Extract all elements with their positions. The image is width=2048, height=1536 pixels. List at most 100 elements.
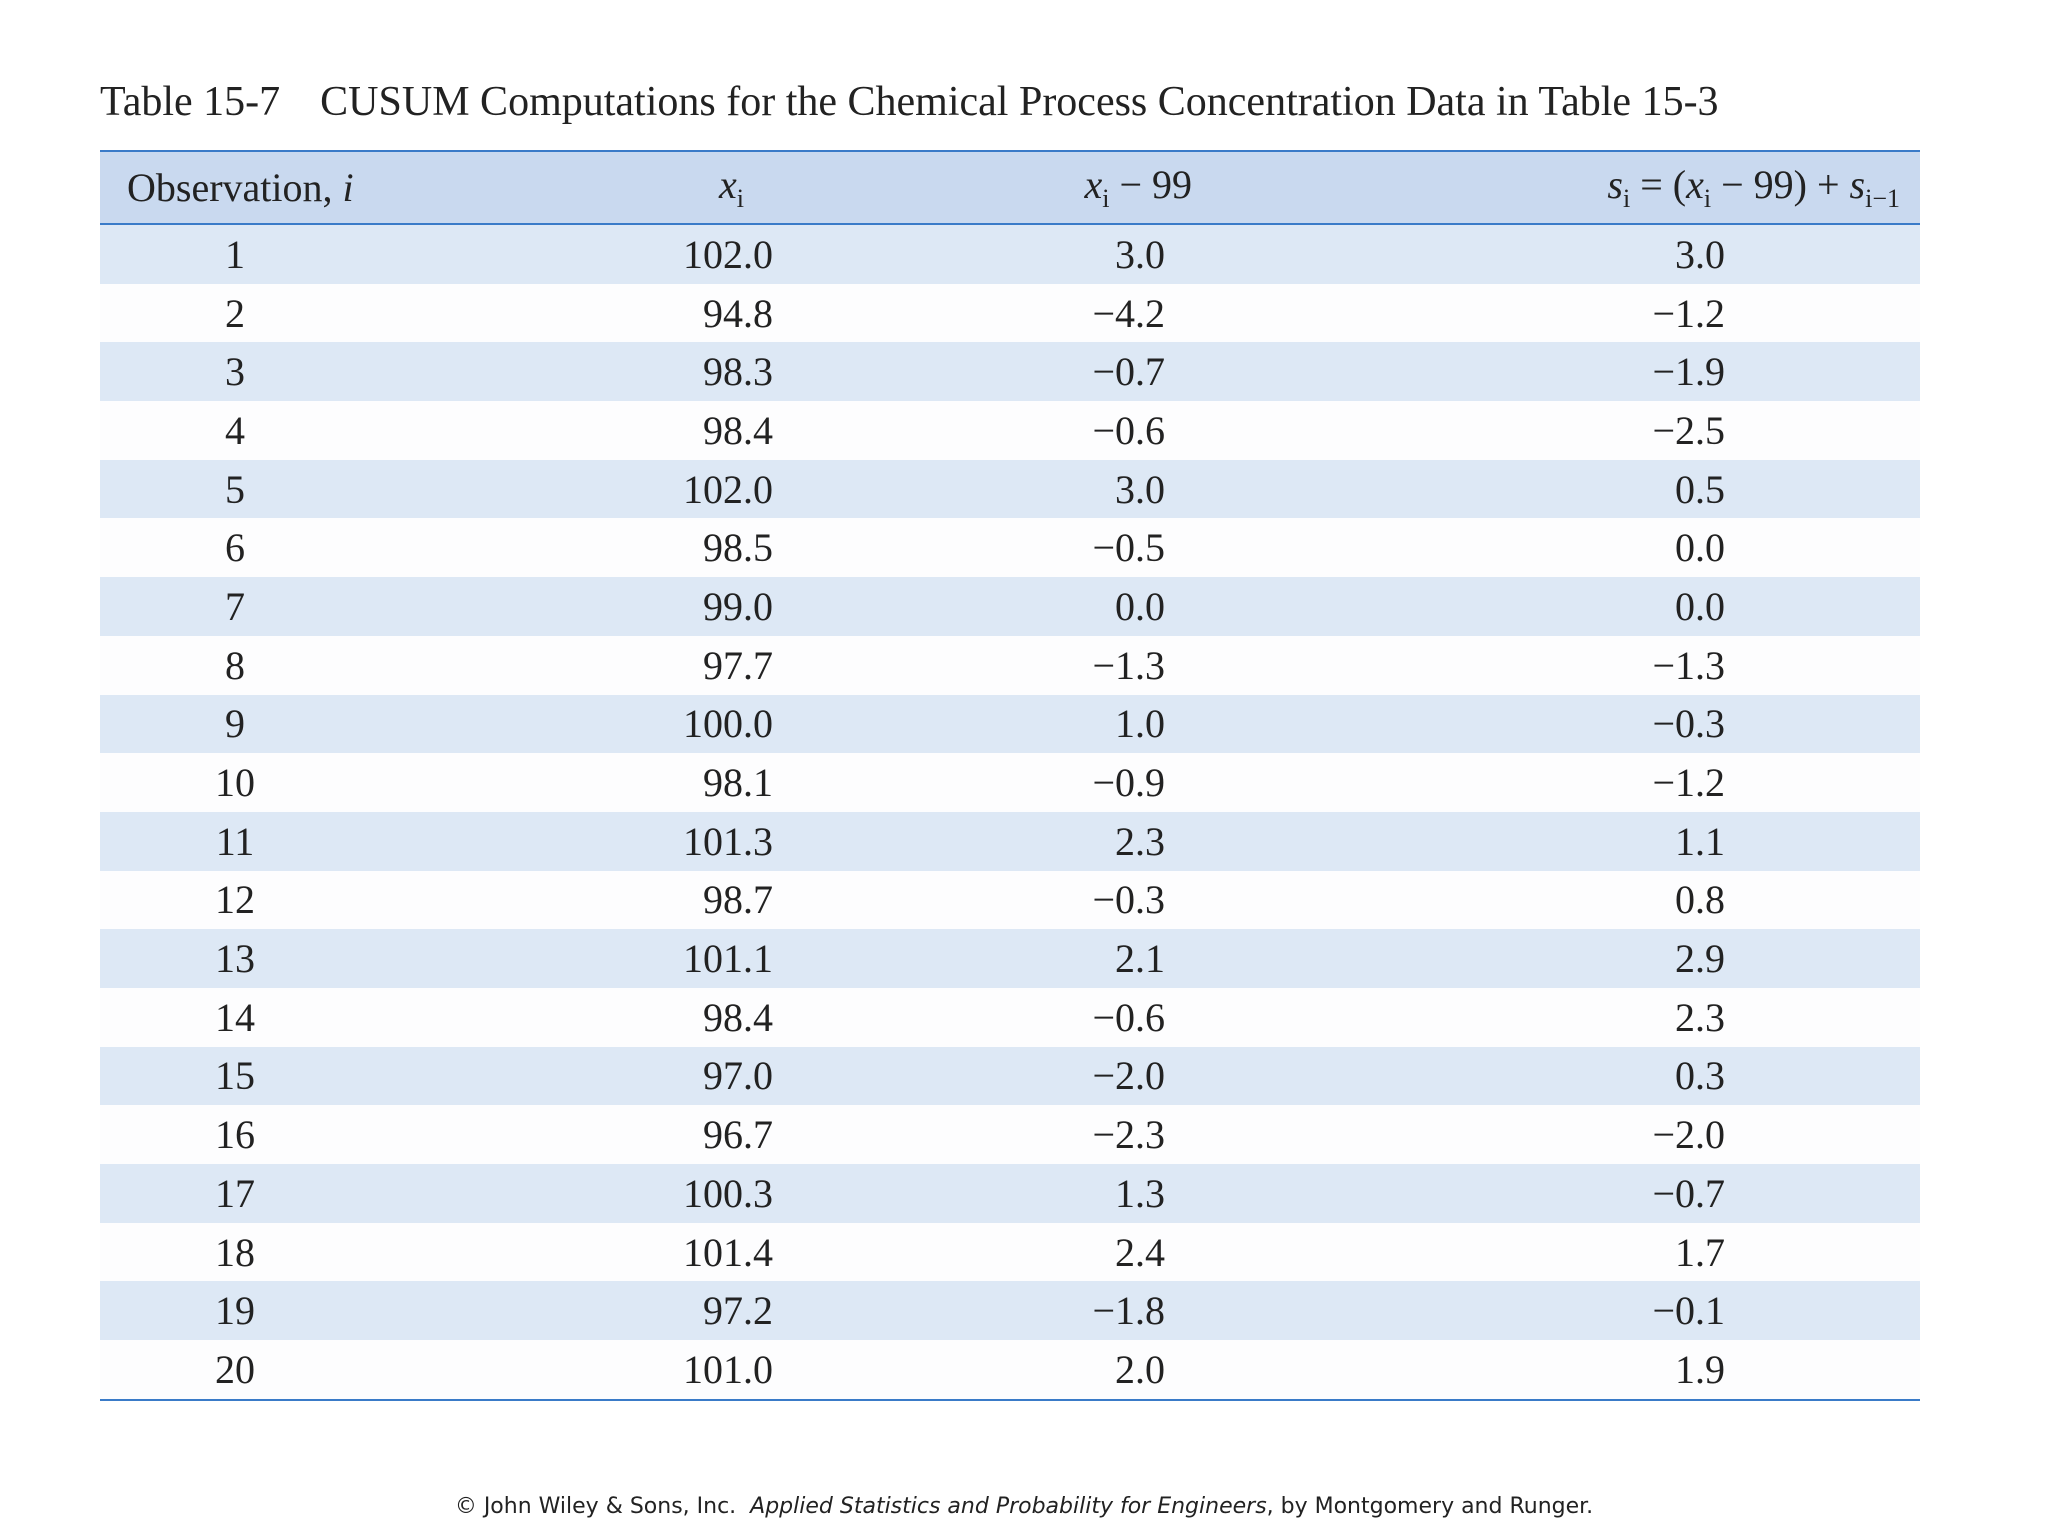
header-subscript: i: [1703, 184, 1712, 213]
column-header: si = (xi − 99) + si−1: [1220, 151, 1920, 224]
table-cell: −2.0: [1092, 1053, 1165, 1099]
table-cell: 100.3: [683, 1170, 773, 1216]
footer-text: , by Montgomery and Runger.: [1266, 1494, 1594, 1519]
table-cell: 98.5: [703, 525, 773, 571]
table-row: 16 96.7 −2.3 −2.0: [100, 1105, 1920, 1164]
table-cell: 8: [225, 642, 245, 688]
table-cell: 0.0: [1675, 583, 1725, 629]
table-cell: 5: [225, 466, 245, 512]
table-row: 20 101.0 2.0 1.9: [100, 1340, 1920, 1400]
table-cell: −0.6: [1092, 407, 1165, 453]
column-header: Observation, i: [100, 151, 370, 224]
table-cell: −0.9: [1092, 760, 1165, 806]
table-row: 12 98.7 −0.3 0.8: [100, 870, 1920, 930]
header-italic: x: [1084, 162, 1103, 207]
header-subscript: i: [1102, 184, 1110, 213]
caption: Table 15-7 CUSUM Computations for the Che…: [100, 78, 1719, 126]
table-cell: 96.7: [703, 1112, 773, 1158]
table-cell: 98.1: [703, 760, 773, 806]
table-cell: 1.1: [1675, 818, 1725, 864]
cusum-table: Observation, i xi xi − 99 si = (xi − 99) + …: [100, 150, 1920, 1401]
header-text: = (: [1630, 162, 1687, 207]
table-cell: 101.3: [683, 818, 773, 864]
table-row: 3 98.3 −0.7 −1.9: [100, 342, 1920, 402]
table-row: 10 98.1 −0.9 −1.2: [100, 753, 1920, 812]
table-cell: −0.1: [1652, 1288, 1725, 1334]
table-cell: −0.3: [1652, 701, 1725, 747]
table-cell: 1.0: [1115, 701, 1165, 747]
table-cell: 1.9: [1675, 1346, 1725, 1392]
table-cell: 13: [215, 936, 255, 982]
table-cell: −0.6: [1092, 994, 1165, 1040]
table-cell: 11: [215, 818, 255, 864]
table-cell: 16: [215, 1112, 255, 1158]
table-label: Table 15-7: [100, 79, 281, 125]
table-cell: 7: [225, 583, 245, 629]
table-cell: −1.2: [1652, 290, 1725, 336]
table-cell: 2.0: [1115, 1346, 1165, 1392]
table-cell: 2.4: [1115, 1229, 1165, 1275]
footer-text: Applied Statistics and Probability for E…: [750, 1494, 1267, 1519]
table-row: 14 98.4 −0.6 2.3: [100, 987, 1920, 1047]
table-row: 9 100.0 1.0 −0.3: [100, 694, 1920, 754]
table-cell: 14: [215, 994, 255, 1040]
footer-text: © John Wiley & Sons, Inc.: [454, 1494, 751, 1519]
table-cell: 0.3: [1675, 1053, 1725, 1099]
table-cell: 3.0: [1115, 466, 1165, 512]
table-cell: −1.3: [1092, 642, 1165, 688]
table-cell: 2: [225, 290, 245, 336]
table-cell: 0.0: [1675, 525, 1725, 571]
table-header: Observation, i xi xi − 99 si = (xi − 99) + …: [100, 151, 1920, 224]
table-cell: 98.3: [703, 349, 773, 395]
footer: © John Wiley & Sons, Inc. Applied Statis…: [0, 1494, 2048, 1519]
table-cell: 0.0: [1115, 583, 1165, 629]
table-cell: −0.3: [1092, 877, 1165, 923]
table-cell: 98.7: [703, 877, 773, 923]
table-row: 8 97.7 −1.3 −1.3: [100, 635, 1920, 695]
header-subscript: i: [1622, 184, 1631, 213]
table-cell: 2.1: [1115, 936, 1165, 982]
header-italic: x: [719, 162, 737, 207]
table-cell: 102.0: [683, 231, 773, 277]
table-cell: 15: [215, 1053, 255, 1099]
header-text: − 99: [1109, 162, 1192, 207]
table-cell: −1.2: [1652, 760, 1725, 806]
table-cell: 17: [215, 1170, 255, 1216]
table-row: 11 101.3 2.3 1.1: [100, 811, 1920, 871]
header-subscript: i: [736, 184, 744, 213]
table-cell: −0.7: [1092, 349, 1165, 395]
table-cell: 0.5: [1675, 466, 1725, 512]
table-cell: 102.0: [683, 466, 773, 512]
table-cell: 2.3: [1115, 818, 1165, 864]
table-cell: −4.2: [1092, 290, 1165, 336]
table-body: 1 102.0 3.0 3.0 2 94.8 −4.2 −1.2 3 98.3 −0.7 −1.9 4 9…: [100, 224, 1920, 1400]
table-cell: 18: [215, 1229, 255, 1275]
table-row: 6 98.5 −0.5 0.0: [100, 518, 1920, 578]
column-header: xi: [370, 151, 820, 224]
table-cell: −2.5: [1652, 407, 1725, 453]
table-row: 15 97.0 −2.0 0.3: [100, 1046, 1920, 1106]
table-cell: 4: [225, 407, 245, 453]
header-italic: i: [342, 165, 354, 210]
table-cell: 99.0: [703, 583, 773, 629]
table-row: 5 102.0 3.0 0.5: [100, 459, 1920, 519]
table-row: 13 101.1 2.1 2.9: [100, 929, 1920, 988]
header-row: Observation, i xi xi − 99 si = (xi − 99) + …: [100, 151, 1920, 224]
table-row: 17 100.3 1.3 −0.7: [100, 1164, 1920, 1223]
table-cell: −1.9: [1652, 349, 1725, 395]
table-cell: 20: [215, 1346, 255, 1392]
table-cell: −1.3: [1652, 642, 1725, 688]
table-cell: 97.0: [703, 1053, 773, 1099]
table-cell: −2.0: [1652, 1112, 1725, 1158]
table-row: 4 98.4 −0.6 −2.5: [100, 401, 1920, 460]
table-cell: 12: [215, 877, 255, 923]
table-cell: 98.4: [703, 407, 773, 453]
table-cell: 0.8: [1675, 877, 1725, 923]
table-cell: 3.0: [1675, 231, 1725, 277]
header-italic: x: [1686, 162, 1704, 207]
table-row: 2 94.8 −4.2 −1.2: [100, 283, 1920, 343]
table-cell: 100.0: [683, 701, 773, 747]
table-cell: 97.7: [703, 642, 773, 688]
table-cell: 1: [225, 231, 245, 277]
